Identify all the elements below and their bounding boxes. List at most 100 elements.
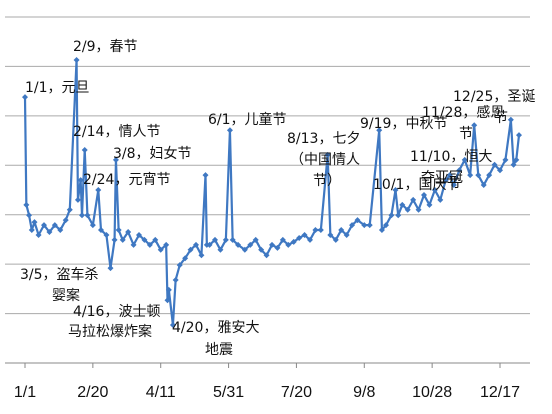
point bbox=[421, 191, 427, 198]
point bbox=[81, 146, 88, 153]
point bbox=[152, 236, 159, 243]
point bbox=[426, 201, 433, 208]
point bbox=[198, 252, 205, 259]
point bbox=[486, 172, 493, 179]
point bbox=[471, 122, 478, 129]
point bbox=[31, 219, 38, 226]
x-tick-label: 10/28 bbox=[412, 384, 452, 401]
point bbox=[274, 244, 281, 251]
point bbox=[222, 236, 229, 243]
point bbox=[431, 187, 438, 193]
point bbox=[241, 246, 248, 253]
point bbox=[258, 246, 265, 253]
point bbox=[263, 252, 270, 259]
point bbox=[165, 286, 172, 293]
point bbox=[57, 227, 64, 234]
point bbox=[206, 241, 213, 248]
point bbox=[513, 156, 520, 163]
point bbox=[415, 206, 422, 213]
annotation: 3/5，盗车杀 bbox=[20, 266, 99, 283]
point bbox=[269, 241, 275, 248]
point bbox=[324, 151, 331, 158]
point bbox=[202, 172, 209, 179]
point bbox=[404, 206, 411, 213]
point bbox=[467, 172, 474, 179]
point bbox=[450, 182, 457, 189]
point bbox=[115, 227, 122, 234]
point bbox=[23, 201, 30, 208]
point bbox=[84, 212, 91, 219]
point bbox=[247, 241, 254, 248]
point bbox=[26, 212, 33, 219]
point bbox=[28, 227, 35, 234]
point bbox=[317, 227, 324, 234]
point bbox=[111, 236, 118, 243]
annotation: 马拉松爆炸案 bbox=[68, 323, 152, 340]
point bbox=[41, 222, 47, 229]
point bbox=[327, 231, 334, 238]
point bbox=[235, 241, 242, 248]
x-tick-label: 1/1 bbox=[14, 384, 36, 401]
point bbox=[146, 241, 153, 248]
annotation: 12/25，圣诞 bbox=[453, 89, 535, 105]
annotation: 10/1，国庆节 bbox=[373, 177, 460, 193]
point bbox=[312, 227, 319, 234]
point bbox=[172, 276, 179, 283]
point bbox=[187, 246, 194, 253]
point bbox=[66, 206, 73, 213]
point bbox=[442, 177, 449, 184]
annotation: 4/20，雅安大 bbox=[172, 320, 259, 336]
point bbox=[73, 57, 80, 64]
point bbox=[307, 236, 313, 243]
point bbox=[141, 236, 148, 243]
point bbox=[169, 321, 176, 328]
point bbox=[229, 236, 236, 243]
point bbox=[510, 161, 517, 168]
annotation: 4/16，波士顿 bbox=[73, 304, 160, 320]
annotation: 1/1，元旦 bbox=[25, 80, 90, 96]
x-tick-label: 5/31 bbox=[213, 384, 244, 401]
point bbox=[301, 231, 308, 238]
point bbox=[176, 262, 183, 269]
point bbox=[388, 212, 395, 219]
point bbox=[383, 222, 389, 229]
point bbox=[376, 127, 383, 134]
point bbox=[112, 156, 119, 163]
point bbox=[89, 222, 96, 229]
point bbox=[226, 127, 233, 134]
annotation: （中国情人 bbox=[290, 152, 360, 168]
point bbox=[392, 187, 399, 193]
annotation: 2/9，春节 bbox=[73, 39, 138, 55]
point bbox=[290, 238, 297, 245]
point bbox=[217, 246, 224, 253]
x-tick-label: 9/8 bbox=[353, 384, 375, 401]
point bbox=[77, 177, 84, 184]
point bbox=[164, 297, 171, 304]
x-tick-label: 7/20 bbox=[281, 384, 312, 401]
annotation: 9/19，中秋节 bbox=[360, 116, 447, 132]
point bbox=[103, 231, 110, 238]
annotation: 地震 bbox=[205, 342, 233, 358]
annotation: 3/8，妇女节 bbox=[113, 145, 192, 162]
annotation: 婴案 bbox=[52, 287, 80, 304]
annotation: 8/13，七夕 bbox=[287, 131, 360, 147]
point bbox=[410, 196, 417, 203]
point bbox=[74, 196, 81, 203]
point bbox=[395, 212, 402, 219]
point bbox=[285, 241, 292, 248]
point bbox=[62, 217, 69, 224]
point bbox=[437, 196, 444, 203]
x-tick-label: 4/11 bbox=[146, 384, 176, 401]
point bbox=[366, 222, 373, 229]
point bbox=[475, 172, 482, 179]
point bbox=[98, 227, 104, 234]
annotation: 11/28，感恩 bbox=[422, 104, 504, 121]
x-tick-label: 2/20 bbox=[77, 384, 108, 401]
point bbox=[35, 231, 42, 238]
point bbox=[130, 241, 137, 248]
point bbox=[163, 241, 170, 248]
annotation: 夺亚冠 bbox=[421, 170, 463, 186]
point bbox=[252, 236, 259, 243]
point bbox=[51, 222, 58, 229]
point bbox=[46, 229, 53, 236]
